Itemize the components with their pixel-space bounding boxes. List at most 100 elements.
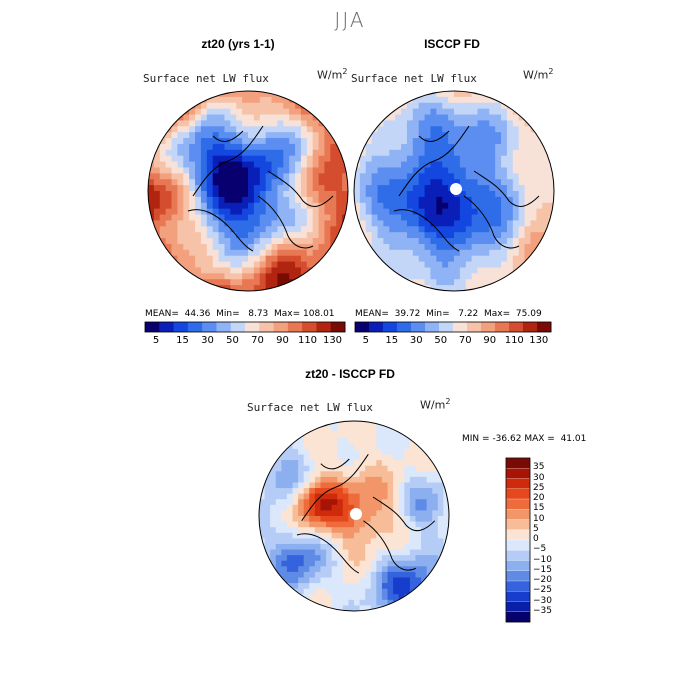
map-cell — [389, 161, 396, 169]
map-cell — [265, 285, 273, 291]
map-cell — [381, 504, 389, 512]
map-cell — [312, 214, 320, 222]
map-cell — [459, 161, 467, 169]
map-cell — [336, 173, 343, 180]
map-cell — [292, 460, 299, 467]
map-cell — [501, 138, 508, 145]
map-cell — [253, 173, 261, 180]
map-cell — [318, 214, 326, 222]
map-cell — [264, 560, 271, 567]
map-cell — [459, 138, 467, 145]
map-cell — [206, 279, 214, 286]
map-cell — [512, 143, 520, 151]
map-cell — [183, 179, 190, 186]
map-cell — [298, 510, 305, 517]
map-cell — [303, 521, 310, 528]
colorbar-swatch — [245, 322, 260, 332]
map-cell — [483, 126, 490, 133]
map-cell — [283, 261, 290, 269]
map-cell — [365, 437, 372, 444]
map-cell — [248, 279, 255, 286]
map-cell — [477, 167, 485, 174]
map-cell — [387, 510, 394, 517]
map-cell — [153, 161, 161, 169]
map-cell — [354, 476, 361, 484]
map-cell — [412, 161, 420, 169]
map-cell — [159, 226, 167, 233]
map-cell — [224, 185, 231, 192]
map-cell — [518, 108, 526, 116]
map-cell — [359, 588, 366, 595]
map-cell — [512, 179, 520, 186]
map-cell — [465, 261, 473, 269]
map-cell — [501, 185, 508, 192]
map-cell — [331, 482, 338, 489]
map-cell — [483, 255, 490, 263]
map-cell — [206, 232, 214, 239]
map-cell — [348, 560, 355, 567]
map-cell — [336, 179, 343, 186]
map-cell — [421, 510, 428, 517]
map-cell — [389, 214, 396, 222]
map-cell — [432, 493, 439, 500]
map-cell — [442, 161, 449, 169]
map-cell — [432, 499, 439, 506]
map-cell — [459, 173, 467, 180]
map-cell — [286, 493, 294, 500]
map-cell — [331, 437, 338, 444]
map-cell — [189, 138, 196, 145]
map-cell — [465, 167, 473, 174]
map-cell — [387, 454, 394, 461]
map-cell — [331, 448, 338, 456]
map-cell — [483, 267, 490, 274]
map-cell — [370, 448, 377, 456]
map-cell — [376, 577, 383, 584]
map-cell — [354, 566, 361, 573]
map-cell — [270, 488, 277, 495]
map-cell — [281, 516, 288, 523]
map-cell — [183, 114, 190, 122]
map-cell — [218, 249, 226, 257]
map-cell — [289, 238, 296, 245]
map-cell — [548, 149, 554, 157]
colorbar-swatch — [302, 322, 317, 332]
map-cell — [309, 566, 316, 573]
map-cell — [224, 249, 231, 257]
map-cell — [370, 583, 377, 590]
map-cell — [442, 202, 449, 210]
map-cell — [224, 285, 231, 291]
map-cell — [536, 167, 543, 174]
map-cell — [318, 185, 326, 192]
map-cell — [331, 594, 338, 601]
map-cell — [393, 465, 400, 472]
map-cell — [398, 448, 405, 456]
map-cell — [342, 594, 350, 601]
map-cell — [159, 161, 167, 169]
map-cell — [483, 179, 490, 186]
map-cell — [512, 273, 520, 280]
map-cell — [348, 577, 355, 584]
map-cell — [430, 132, 437, 139]
map-cell — [337, 476, 344, 484]
map-cell — [437, 560, 445, 567]
map-cell — [512, 220, 520, 227]
map-cell — [331, 532, 338, 539]
map-cell — [395, 232, 402, 239]
map-cell — [295, 243, 302, 251]
map-cell — [483, 261, 490, 269]
map-cell — [471, 108, 479, 116]
map-cell — [421, 476, 428, 484]
map-cell — [303, 482, 310, 489]
map-cell — [298, 476, 305, 484]
map-cell — [275, 510, 282, 517]
map-cell — [471, 149, 479, 157]
map-cell — [406, 226, 414, 233]
map-cell — [326, 577, 333, 584]
map-cell — [248, 102, 255, 110]
map-cell — [159, 126, 167, 133]
map-cell — [295, 185, 302, 192]
map-cell — [292, 516, 299, 523]
map-cell — [289, 120, 296, 127]
map-cell — [471, 232, 479, 239]
map-cell — [236, 214, 243, 222]
